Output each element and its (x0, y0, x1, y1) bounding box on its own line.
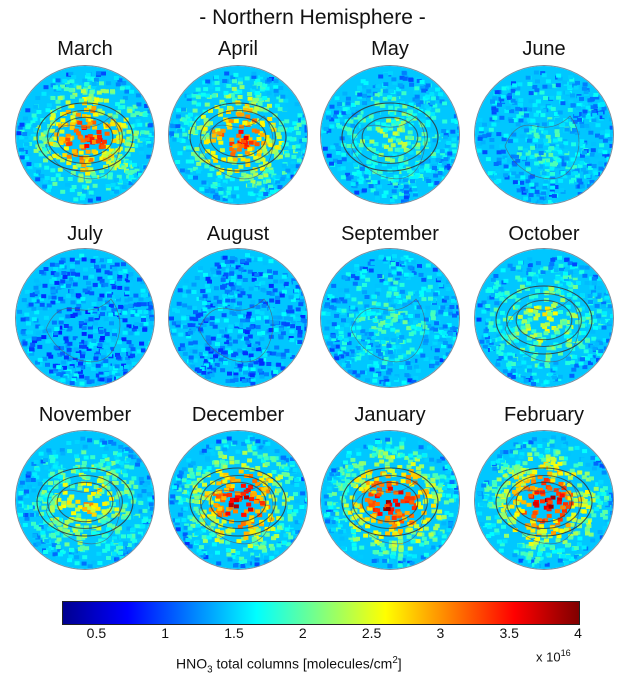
polar-map-field (321, 66, 459, 204)
polar-map-field (169, 431, 307, 569)
polar-map-field (475, 66, 613, 204)
colorbar-tick-label: 4 (574, 625, 582, 641)
polar-map (475, 66, 613, 204)
polar-map-field (321, 249, 459, 387)
colorbar-label: HNO3 total columns [molecules/cm2] (176, 655, 402, 676)
colorbar-tick-label: 2 (298, 625, 307, 641)
month-label: June (522, 38, 566, 60)
month-label: November (38, 404, 132, 426)
colorbar-tick-label: 0.5 (86, 625, 107, 641)
colorbar (62, 601, 580, 625)
polar-map-field (16, 66, 154, 204)
month-label: February (503, 404, 585, 426)
polar-map (475, 431, 613, 569)
colorbar-tick-label: 3.5 (499, 625, 519, 641)
polar-map-field (169, 66, 307, 204)
month-label: May (371, 38, 409, 60)
polar-map (475, 249, 613, 387)
polar-map (16, 249, 154, 387)
colorbar-tick-label: 1 (161, 625, 170, 641)
month-label: August (206, 223, 270, 245)
colorbar-scale: x 1016 (536, 648, 571, 665)
colorbar-tick-label: 3 (436, 625, 445, 641)
month-label: July (67, 223, 103, 245)
polar-map-field (16, 249, 154, 387)
polar-map (321, 249, 459, 387)
month-label: October (508, 223, 580, 245)
month-label: January (354, 404, 426, 426)
colorbar-tick-label: 1.5 (224, 625, 244, 641)
polar-map (169, 249, 307, 387)
month-label: September (341, 223, 439, 245)
colorbar-tick-label: 2.5 (361, 625, 382, 641)
polar-map (16, 431, 154, 569)
polar-map (321, 66, 459, 204)
month-label: December (191, 404, 285, 426)
polar-map-field (475, 431, 613, 569)
polar-map (169, 66, 307, 204)
polar-map-field (16, 431, 154, 569)
polar-map-field (475, 249, 613, 387)
figure-title: - Northern Hemisphere - (199, 6, 426, 29)
colorbar-gradient (63, 602, 579, 624)
polar-map (321, 431, 459, 569)
month-label: April (217, 38, 258, 60)
polar-map-field (321, 431, 459, 569)
month-label: March (57, 38, 113, 60)
polar-map (169, 431, 307, 569)
polar-map-field (169, 249, 307, 387)
polar-map (16, 66, 154, 204)
